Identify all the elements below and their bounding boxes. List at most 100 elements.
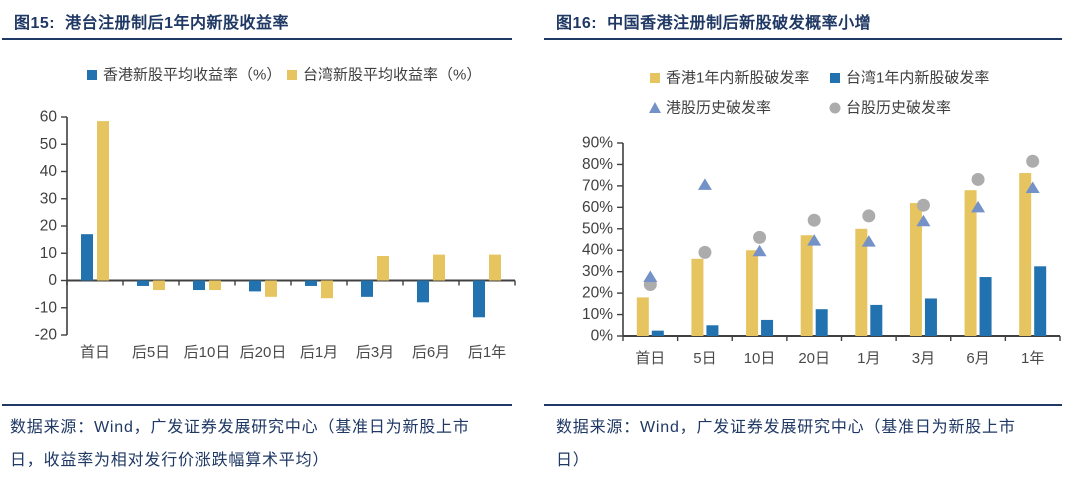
y-tick-label: 50: [40, 136, 58, 153]
bar: [265, 280, 277, 297]
figure-15-source-rule: [2, 404, 512, 406]
x-category-label: 后10日: [184, 344, 231, 361]
bar: [979, 277, 992, 336]
bar: [321, 280, 333, 299]
bar: [706, 325, 719, 336]
x-category-label: 后5日: [132, 344, 170, 361]
legend-square-swatch: [830, 73, 840, 83]
figure-15-panel: 图15: 港台注册制后1年内新股收益率 -20 -10 0 10 20 30 40 50 60 首日…: [2, 9, 520, 477]
x-axis: [622, 335, 1061, 341]
figure-16-panel: 图16: 中国香港注册制后新股破发概率小增 0% 10% 20% 30% 40% 50% 60…: [540, 0, 1080, 480]
source-line: 日，收益率为相对发行价涨跌幅算术平均）: [10, 452, 330, 469]
bar: [636, 297, 649, 336]
y-tick-label: 0: [48, 272, 57, 289]
y-tick-label: 60%: [582, 199, 613, 216]
bar: [800, 235, 813, 336]
x-category-label: 首日: [635, 350, 665, 367]
y-tick-label: 90%: [582, 135, 613, 152]
scatter-triangle: [697, 178, 712, 190]
bar: [746, 250, 759, 336]
figure-16-title-rule: [544, 38, 1062, 40]
markers: [643, 154, 1040, 292]
legend-label: 台股历史破发率: [846, 100, 951, 117]
category-labels: 首日 后5日 后10日 后20日 后1月 后3月 后6月 后1年: [80, 344, 506, 361]
bar: [377, 255, 389, 281]
scatter-triangle: [916, 214, 931, 227]
source-line: 数据来源：Wind，广发证券发展研究中心（基准日为新股上市: [556, 419, 1016, 436]
scatter-triangle: [807, 234, 822, 246]
y-axis: -20 -10 0 10 20 30 40 50 60: [35, 109, 68, 344]
bar: [1034, 266, 1047, 336]
x-category-label: 后3月: [356, 344, 394, 361]
bar: [815, 309, 828, 336]
bar: [1019, 173, 1032, 336]
figure-16-source-note: 数据来源：Wind，广发证券发展研究中心（基准日为新股上市 日）: [556, 411, 1066, 477]
y-tick-label: 20: [40, 218, 58, 235]
y-tick-label: 40%: [582, 242, 613, 259]
bars: [81, 121, 501, 318]
bar: [361, 280, 373, 297]
legend-square-swatch: [287, 70, 297, 80]
source-line: 日）: [556, 452, 590, 469]
legend-triangle-swatch: [649, 102, 661, 113]
legend-circle-swatch: [829, 102, 841, 114]
y-tick-label: 30%: [582, 263, 613, 280]
figure-15-title: 图15: 港台注册制后1年内新股收益率: [14, 9, 289, 33]
x-category-label: 1年: [1021, 350, 1044, 367]
y-tick-label: 50%: [582, 220, 613, 237]
bar: [964, 190, 977, 336]
x-category-label: 5日: [693, 350, 716, 367]
y-tick-label: 20%: [582, 285, 613, 302]
ipo-returns-bar-chart: -20 -10 0 10 20 30 40 50 60 首日 后5日 后10日 后20日 后1月 后3月 后6…: [35, 67, 516, 361]
bar: [855, 228, 868, 336]
bar: [417, 280, 429, 303]
bar: [209, 280, 221, 291]
bar: [81, 234, 93, 281]
legend-label: 台湾新股平均收益率（%）: [303, 67, 481, 84]
x-axis: [66, 279, 516, 286]
legend-item: 台湾新股平均收益率（%）: [287, 67, 481, 84]
ipo-break-rate-chart: 0% 10% 20% 30% 40% 50% 60% 70% 80% 90% 首日 5日 10日 20日 1…: [582, 70, 1061, 367]
scatter-triangle: [1025, 181, 1040, 194]
x-category-label: 后6月: [412, 344, 450, 361]
bars: [636, 173, 1047, 336]
bar: [651, 330, 664, 336]
x-category-label: 6月: [966, 350, 989, 367]
x-category-label: 首日: [80, 344, 110, 361]
bar: [97, 121, 109, 281]
source-line: 数据来源：Wind，广发证券发展研究中心（基准日为新股上市: [10, 419, 470, 436]
y-tick-label: 30: [40, 190, 58, 207]
legend-item: 香港新股平均收益率（%）: [87, 67, 281, 84]
bar: [489, 254, 501, 281]
figure-15-title-rule: [2, 38, 512, 40]
legend-label: 香港新股平均收益率（%）: [103, 67, 281, 84]
legend-label: 香港1年内新股破发率: [666, 70, 809, 87]
y-tick-label: 70%: [582, 177, 613, 194]
scatter-triangle: [752, 244, 767, 257]
bar: [433, 254, 445, 281]
bar: [691, 258, 704, 336]
legend-item: 台湾1年内新股破发率: [830, 70, 989, 87]
scatter-circle: [916, 198, 930, 212]
scatter-triangle: [861, 235, 876, 247]
figure-16-title-text: 中国香港注册制后新股破发概率小增: [607, 15, 872, 32]
bar: [870, 304, 883, 336]
x-category-label: 后1月: [300, 344, 338, 361]
figure-15-number: 图15:: [14, 15, 56, 32]
x-category-label: 后1年: [468, 344, 506, 361]
y-tick-label: 0%: [591, 328, 614, 345]
legend-square-swatch: [87, 70, 97, 80]
y-axis: 0% 10% 20% 30% 40% 50% 60% 70% 80% 90%: [582, 135, 624, 345]
figure-15-title-text: 港台注册制后1年内新股收益率: [65, 15, 290, 32]
legend-item: 香港1年内新股破发率: [650, 70, 809, 87]
x-category-label: 3月: [912, 350, 935, 367]
bar: [924, 298, 937, 336]
figure-15-source-note: 数据来源：Wind，广发证券发展研究中心（基准日为新股上市 日，收益率为相对发行…: [10, 411, 520, 477]
y-tick-label: 60: [40, 109, 58, 126]
scatter-circle: [698, 245, 712, 259]
figure-16-number: 图16:: [556, 15, 598, 32]
bar: [305, 280, 317, 286]
figure-16-source-rule: [544, 404, 1062, 406]
legend-square-swatch: [650, 73, 660, 83]
